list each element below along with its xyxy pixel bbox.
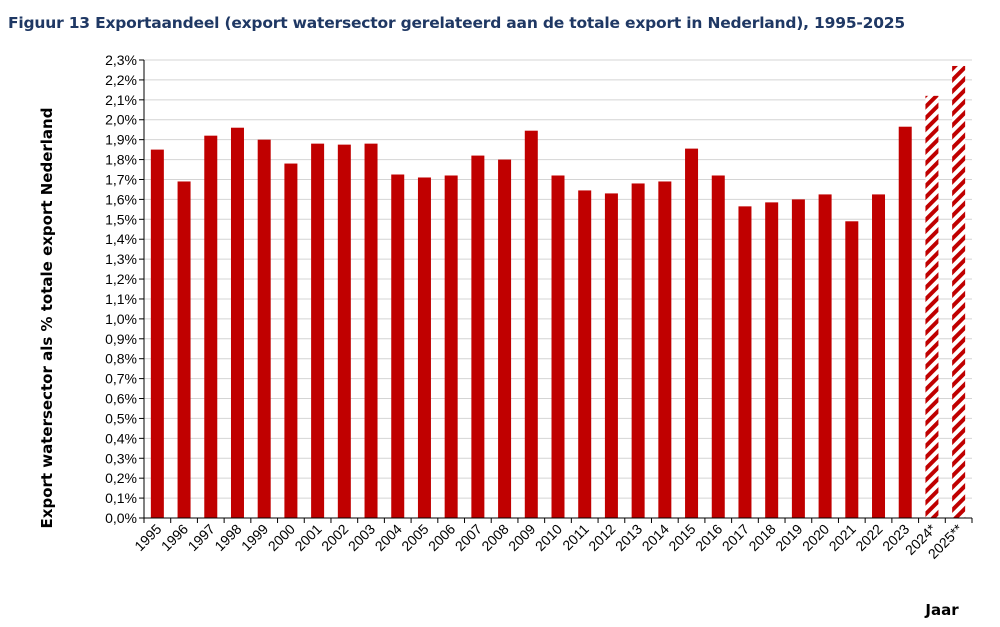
x-tick-label: 2009	[505, 521, 538, 554]
bar-2020	[818, 194, 832, 519]
bar-2002	[337, 144, 351, 518]
x-tick-label: 2017	[719, 521, 752, 554]
bar-2014	[658, 181, 672, 519]
x-tick-label: 2020	[799, 521, 832, 554]
bar-2010	[551, 175, 565, 518]
bar-2023	[898, 126, 912, 519]
bar-2001	[311, 143, 325, 519]
bar-2024	[925, 95, 939, 518]
bar-2022	[872, 194, 886, 519]
bar-2004	[391, 174, 405, 518]
bar-2013	[631, 183, 645, 518]
bar-2016	[711, 175, 725, 518]
bar-2003	[364, 143, 378, 519]
x-tick-label: 2016	[692, 521, 725, 554]
y-tick-label: 0,4%	[105, 430, 137, 446]
x-tick-label: 2001	[291, 521, 324, 554]
x-tick-label: 2003	[345, 521, 378, 554]
x-tick-label: 1996	[158, 521, 191, 554]
chart-title: Figuur 13 Exportaandeel (export watersec…	[8, 14, 905, 32]
bar-1998	[230, 127, 244, 518]
x-tick-label: 2000	[265, 521, 298, 554]
x-tick-label: 1999	[238, 521, 271, 554]
y-tick-label: 1,3%	[105, 251, 137, 267]
y-tick-label: 0,0%	[105, 510, 137, 526]
x-tick-label: 2022	[852, 521, 885, 554]
x-tick-label: 2021	[826, 521, 859, 554]
x-tick-label: 2004	[372, 521, 405, 554]
x-tick-label: 2018	[745, 521, 778, 554]
y-tick-label: 0,5%	[105, 410, 137, 426]
x-axis-title: Jaar	[924, 601, 959, 619]
bar-2000	[284, 163, 298, 518]
y-tick-label: 1,4%	[105, 231, 137, 247]
y-tick-label: 1,8%	[105, 152, 137, 168]
bar-2017	[738, 206, 752, 518]
x-tick-label: 2005	[398, 521, 431, 554]
x-axis-ticks: 1995199619971998199920002001200220032004…	[131, 518, 973, 562]
y-tick-label: 2,1%	[105, 92, 137, 108]
x-tick-label: 2013	[612, 521, 645, 554]
y-tick-label: 0,8%	[105, 351, 137, 367]
y-axis-title: Export watersector als % totale export N…	[38, 108, 56, 529]
x-tick-label: 2011	[559, 521, 592, 554]
bar-2008	[498, 159, 512, 518]
bar-2018	[765, 202, 779, 518]
bar-2021	[845, 221, 859, 518]
x-tick-label: 2008	[478, 521, 511, 554]
bar-2011	[578, 190, 592, 519]
bar-1995	[150, 149, 164, 518]
y-tick-label: 0,6%	[105, 391, 137, 407]
y-tick-label: 0,1%	[105, 490, 137, 506]
bar-1997	[204, 135, 218, 519]
y-axis-ticks: 0,0% 0,1% 0,2% 0,3% 0,4% 0,5% 0,6% 0,7% 0,8% 0,9%…	[105, 52, 144, 526]
x-tick-label: 2014	[639, 521, 672, 554]
bar-2012	[604, 193, 618, 518]
x-tick-label: 2010	[532, 521, 565, 554]
x-tick-label: 2006	[425, 521, 458, 554]
x-tick-label: 2019	[772, 521, 805, 554]
y-tick-label: 2,0%	[105, 112, 137, 128]
x-tick-label: 2002	[318, 521, 351, 554]
y-tick-label: 1,0%	[105, 311, 137, 327]
x-tick-label: 1997	[185, 521, 218, 554]
bar-2025	[952, 65, 966, 519]
y-tick-label: 0,7%	[105, 371, 137, 387]
y-tick-label: 1,9%	[105, 132, 137, 148]
y-tick-label: 1,1%	[105, 291, 137, 307]
bar-2015	[685, 148, 699, 518]
bar-2005	[417, 177, 431, 519]
y-tick-label: 0,9%	[105, 331, 137, 347]
y-tick-label: 2,2%	[105, 72, 137, 88]
bar-1999	[257, 139, 271, 519]
bar-2009	[524, 130, 538, 519]
y-tick-label: 1,7%	[105, 171, 137, 187]
y-tick-label: 1,2%	[105, 271, 137, 287]
x-tick-label: 2007	[452, 521, 485, 554]
bar-1996	[177, 181, 191, 519]
y-tick-label: 1,5%	[105, 211, 137, 227]
bar-2019	[791, 199, 805, 519]
y-tick-label: 0,2%	[105, 470, 137, 486]
y-tick-label: 2,3%	[105, 52, 137, 68]
y-tick-label: 1,6%	[105, 191, 137, 207]
bars	[150, 65, 966, 519]
axes	[143, 60, 972, 519]
x-tick-label: 2015	[665, 521, 698, 554]
x-tick-label: 2012	[585, 521, 618, 554]
bar-2007	[471, 155, 485, 518]
bar-2006	[444, 175, 458, 518]
x-tick-label: 1998	[211, 521, 244, 554]
y-tick-label: 0,3%	[105, 450, 137, 466]
